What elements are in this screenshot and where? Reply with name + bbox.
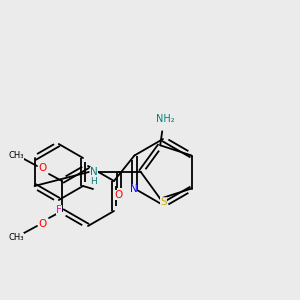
Text: CH₃: CH₃ xyxy=(8,151,24,160)
Text: O: O xyxy=(38,163,46,173)
Text: O: O xyxy=(115,190,123,200)
Text: N: N xyxy=(130,184,137,194)
Text: N: N xyxy=(90,167,98,177)
Text: F: F xyxy=(56,205,62,215)
Text: CH₃: CH₃ xyxy=(8,232,24,242)
Text: NH₂: NH₂ xyxy=(156,114,175,124)
Text: S: S xyxy=(160,197,166,207)
Text: H: H xyxy=(90,176,97,185)
Text: O: O xyxy=(38,219,46,229)
